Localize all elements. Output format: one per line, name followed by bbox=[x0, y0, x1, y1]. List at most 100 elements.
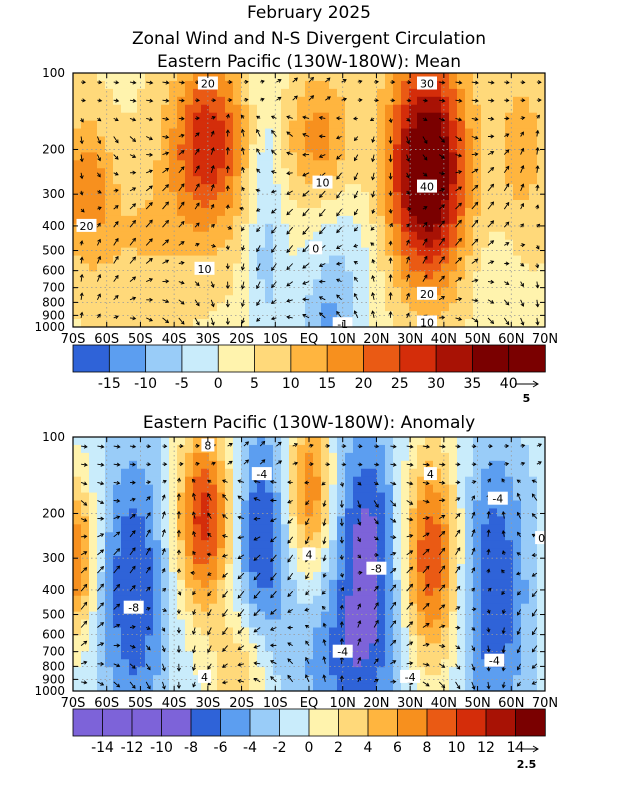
contour-label: 20 bbox=[80, 220, 94, 233]
contour-label-box bbox=[251, 467, 272, 481]
y-tick-label: 500 bbox=[42, 608, 65, 622]
contour-labels: 8 -4 4 -4 4 -8 -8 0 -4 -4 4 -4 bbox=[123, 438, 549, 684]
contour-label: -4 bbox=[489, 655, 500, 668]
colorbar-swatch bbox=[435, 344, 474, 373]
contour-label-box bbox=[312, 175, 333, 189]
x-tick-label: 40N bbox=[431, 696, 457, 711]
figure-date-title: February 2025 bbox=[247, 3, 371, 23]
colorbar-swatch bbox=[181, 344, 219, 373]
y-tick-label: 300 bbox=[42, 187, 65, 201]
x-tick-label: 70S bbox=[61, 696, 86, 711]
colorbar-label: -12 bbox=[121, 740, 144, 756]
colorbar: -14 -12 -10 -8 -6 -4 -2 0 2 4 6 8 10 12 14 bbox=[72, 708, 546, 756]
reference-vector-label: 2.5 bbox=[517, 758, 537, 771]
x-tick-label: 10S bbox=[263, 696, 288, 711]
colorbar-label: -10 bbox=[134, 376, 157, 392]
x-tick-label: 30N bbox=[397, 332, 423, 347]
x-tick-label: 60N bbox=[498, 332, 524, 347]
colorbar-swatch bbox=[508, 344, 546, 373]
colorbar-label: 0 bbox=[305, 740, 314, 756]
contour-label-box bbox=[487, 491, 508, 505]
contour-label-box bbox=[417, 315, 437, 329]
chart-panel-2: Eastern Pacific (130W-180W): Anomaly 8 -4 4… bbox=[34, 413, 558, 771]
contour-label: 10 bbox=[198, 263, 212, 276]
x-tick-label: 10N bbox=[330, 332, 356, 347]
x-tick-label: 60S bbox=[94, 332, 119, 347]
contour-label-box bbox=[194, 261, 215, 275]
colorbar-swatch bbox=[326, 344, 365, 373]
figure-main-title: Zonal Wind and N-S Divergent Circulation bbox=[131, 29, 487, 49]
shaded-field bbox=[73, 437, 545, 691]
colorbar-swatch bbox=[108, 344, 147, 373]
colorbar-label: 12 bbox=[477, 740, 495, 756]
y-tick-label: 600 bbox=[42, 264, 65, 278]
reference-vector-label: 5 bbox=[523, 392, 531, 405]
colorbar-label: 8 bbox=[423, 740, 432, 756]
colorbar-swatch bbox=[217, 344, 256, 373]
colorbar-swatch bbox=[426, 708, 458, 737]
x-tick-label: 70N bbox=[532, 332, 558, 347]
x-tick-label: 40S bbox=[162, 696, 187, 711]
x-tick-label: 20S bbox=[229, 332, 254, 347]
x-tick-label: 10S bbox=[263, 332, 288, 347]
colorbar-label: -6 bbox=[214, 740, 228, 756]
x-tick-label: 50N bbox=[464, 332, 490, 347]
contour-label-box bbox=[197, 76, 218, 90]
x-tick-label: 20N bbox=[363, 696, 389, 711]
colorbar-swatch bbox=[72, 344, 111, 373]
x-tick-label: 50S bbox=[128, 332, 153, 347]
contour-label: 4 bbox=[306, 548, 313, 561]
y-tick-label: 900 bbox=[42, 672, 65, 686]
x-tick-label: 10N bbox=[330, 696, 356, 711]
y-tick-label: 700 bbox=[42, 645, 65, 659]
panel-title: Eastern Pacific (130W-180W): Anomaly bbox=[143, 413, 475, 433]
y-tick-label: 300 bbox=[42, 551, 65, 565]
contour-label: 40 bbox=[420, 181, 434, 194]
x-tick-label: EQ bbox=[300, 332, 318, 347]
vector-arrows bbox=[80, 440, 543, 690]
contour-label: 4 bbox=[201, 671, 208, 684]
colorbar-label: 2 bbox=[334, 740, 343, 756]
colorbar-swatch bbox=[161, 708, 192, 737]
colorbar-swatch bbox=[131, 708, 163, 737]
x-tick-label: 30N bbox=[397, 696, 423, 711]
colorbar-swatch bbox=[399, 344, 437, 373]
contour-label: 30 bbox=[420, 78, 434, 91]
colorbar-swatch bbox=[279, 708, 310, 737]
y-tick-label: 1000 bbox=[34, 320, 65, 334]
y-tick-label: 800 bbox=[42, 295, 65, 309]
colorbar-swatch bbox=[471, 344, 510, 373]
x-tick-label: 50S bbox=[128, 696, 153, 711]
contour-label-box bbox=[76, 218, 97, 232]
colorbar-swatch bbox=[220, 708, 251, 737]
chart-panel-1: Eastern Pacific (130W-180W): Mean 20 30 20 1… bbox=[34, 52, 558, 405]
colorbar-swatch bbox=[254, 344, 292, 373]
contour-label: 8 bbox=[204, 440, 211, 453]
x-axis: 70S 60S 50S 40S 30S 20S 10S EQ 10N 20N 30N 40N 50N 60… bbox=[61, 437, 558, 711]
x-tick-label: 40S bbox=[162, 332, 187, 347]
colorbar-label: 10 bbox=[282, 376, 300, 392]
contour-label: 4 bbox=[427, 468, 434, 481]
y-tick-label: 200 bbox=[42, 507, 65, 521]
colorbar-label: -2 bbox=[273, 740, 287, 756]
colorbar-swatch bbox=[515, 708, 546, 737]
contour-label-box bbox=[198, 669, 211, 683]
colorbar-label: -4 bbox=[243, 740, 257, 756]
colorbar-swatch bbox=[485, 708, 517, 737]
contour-label: -8 bbox=[128, 602, 139, 615]
panel-title: Eastern Pacific (130W-180W): Mean bbox=[157, 52, 461, 72]
colorbar-label: 14 bbox=[507, 740, 525, 756]
y-tick-label: 600 bbox=[42, 628, 65, 642]
reference-vector: 2.5 bbox=[515, 745, 539, 771]
contour-label: 10 bbox=[420, 317, 434, 330]
contour-label-box bbox=[400, 669, 421, 683]
contour-label-box bbox=[201, 438, 215, 452]
x-tick-label: 60N bbox=[498, 696, 524, 711]
colorbar: -15 -10 -5 0 5 10 15 20 25 30 35 40 bbox=[72, 344, 546, 392]
y-tick-label: 800 bbox=[42, 659, 65, 673]
contour-label: -4 bbox=[492, 493, 503, 506]
x-tick-label: 30S bbox=[196, 332, 221, 347]
